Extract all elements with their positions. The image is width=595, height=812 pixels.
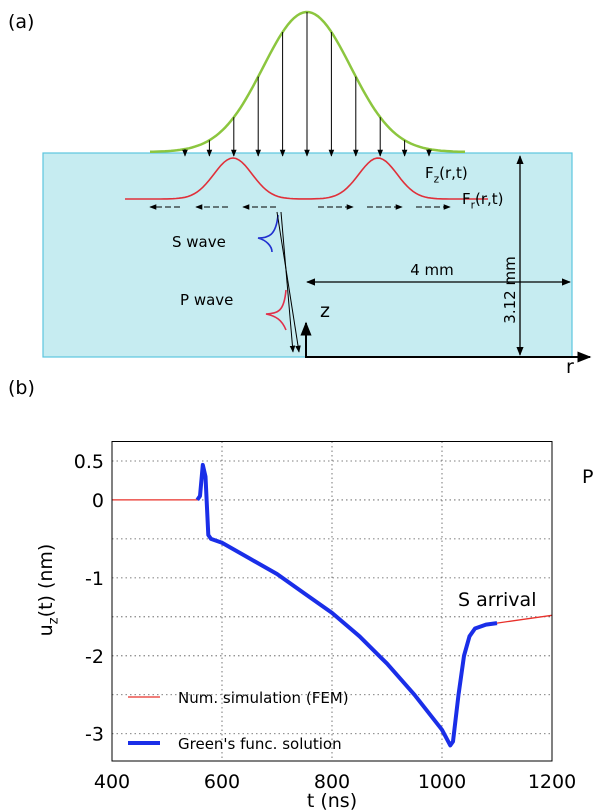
force-fr xyxy=(125,157,488,200)
chart: 0.5 0 -1 -2 -3 400 600 800 1000 1200 t (ns) uz(t) (… xyxy=(35,441,595,812)
y-axis-label: uz(t) (nm) xyxy=(35,544,62,637)
y-tick-label: 0.5 xyxy=(74,451,104,473)
y-tick-label: -2 xyxy=(85,646,104,668)
depth-label: 3.12 mm xyxy=(501,256,519,323)
y-axis-label-main: u xyxy=(35,624,57,636)
y-tick-label: -3 xyxy=(85,724,104,746)
distance-label: 4 mm xyxy=(410,261,454,279)
x-tick-label: 1200 xyxy=(528,771,576,793)
fz-label-main: F xyxy=(425,164,434,182)
z-label: z xyxy=(320,300,330,322)
y-tick-label: -1 xyxy=(85,568,104,590)
y-tick-label: 0 xyxy=(92,490,104,512)
fz-label: Fz(r,t) xyxy=(425,164,468,186)
panel-label: (a) xyxy=(8,11,34,33)
s-pulse xyxy=(257,214,279,253)
p-pulse xyxy=(265,289,287,331)
fz-label-sub: z xyxy=(434,174,440,186)
ray xyxy=(276,211,301,353)
x-tick-label: 1000 xyxy=(418,771,466,793)
y-axis-label-rest: (t) (nm) xyxy=(35,544,57,618)
r-label: r xyxy=(566,356,574,378)
medium xyxy=(42,152,573,358)
fr-label: Fr(r,t) xyxy=(462,190,504,212)
legend-label: Green's func. solution xyxy=(178,735,342,753)
panel-label: (b) xyxy=(8,377,35,399)
x-tick-label: 800 xyxy=(314,771,350,793)
x-tick-label: 400 xyxy=(94,771,130,793)
fz-label-rest: (r,t) xyxy=(439,164,468,182)
annotation: P arrival xyxy=(582,466,595,488)
plot-frame xyxy=(111,441,553,762)
fr-label-rest: (r,t) xyxy=(475,190,504,208)
fr-label-sub: r xyxy=(471,200,476,212)
x-axis-label: t (ns) xyxy=(307,790,357,812)
legend-label: Num. simulation (FEM) xyxy=(178,689,349,707)
ray xyxy=(280,211,296,353)
x-tick-label: 600 xyxy=(204,771,240,793)
fr-label-main: F xyxy=(462,190,471,208)
series-line xyxy=(195,462,498,748)
annotation: S arrival xyxy=(458,589,536,611)
y-axis-label-sub: z xyxy=(47,617,62,624)
p-wave-label: P wave xyxy=(180,291,233,309)
s-wave-label: S wave xyxy=(172,233,226,251)
